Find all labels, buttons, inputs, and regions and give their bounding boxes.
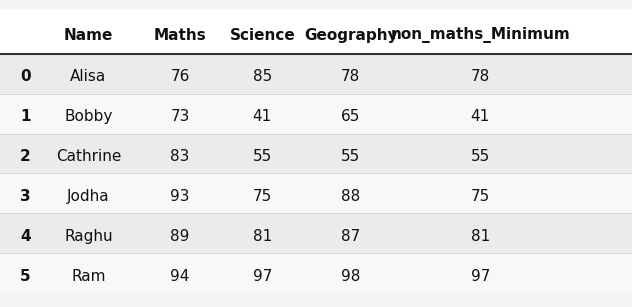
Text: 78: 78: [341, 69, 360, 84]
Text: 1: 1: [20, 109, 30, 124]
Text: 2: 2: [20, 149, 31, 164]
Text: 55: 55: [253, 149, 272, 164]
Text: 75: 75: [253, 189, 272, 204]
Text: Cathrine: Cathrine: [56, 149, 121, 164]
FancyBboxPatch shape: [0, 54, 632, 94]
Text: 4: 4: [20, 229, 30, 244]
Text: Jodha: Jodha: [67, 189, 110, 204]
Text: 55: 55: [471, 149, 490, 164]
Text: Alisa: Alisa: [70, 69, 107, 84]
Text: 81: 81: [471, 229, 490, 244]
FancyBboxPatch shape: [0, 134, 632, 173]
FancyBboxPatch shape: [0, 9, 632, 54]
Text: 73: 73: [171, 109, 190, 124]
Text: 94: 94: [171, 269, 190, 284]
Text: 75: 75: [471, 189, 490, 204]
Text: 0: 0: [20, 69, 30, 84]
Text: Bobby: Bobby: [64, 109, 112, 124]
Text: 41: 41: [253, 109, 272, 124]
Text: 98: 98: [341, 269, 360, 284]
Text: 85: 85: [253, 69, 272, 84]
Text: 93: 93: [171, 189, 190, 204]
Text: 81: 81: [253, 229, 272, 244]
Text: Geography: Geography: [304, 28, 398, 43]
Text: 88: 88: [341, 189, 360, 204]
FancyBboxPatch shape: [0, 253, 632, 293]
Text: Maths: Maths: [154, 28, 207, 43]
Text: 83: 83: [171, 149, 190, 164]
FancyBboxPatch shape: [0, 94, 632, 134]
Text: Science: Science: [229, 28, 295, 43]
Text: 87: 87: [341, 229, 360, 244]
Text: 65: 65: [341, 109, 360, 124]
FancyBboxPatch shape: [0, 213, 632, 253]
Text: 78: 78: [471, 69, 490, 84]
Text: 97: 97: [253, 269, 272, 284]
Text: non_maths_Minimum: non_maths_Minimum: [391, 27, 570, 43]
Text: 76: 76: [171, 69, 190, 84]
Text: 5: 5: [20, 269, 30, 284]
FancyBboxPatch shape: [0, 173, 632, 213]
Text: Raghu: Raghu: [64, 229, 112, 244]
Text: 55: 55: [341, 149, 360, 164]
Text: 3: 3: [20, 189, 30, 204]
Text: 89: 89: [171, 229, 190, 244]
Text: Name: Name: [64, 28, 113, 43]
Text: 97: 97: [471, 269, 490, 284]
Text: Ram: Ram: [71, 269, 106, 284]
Text: 41: 41: [471, 109, 490, 124]
